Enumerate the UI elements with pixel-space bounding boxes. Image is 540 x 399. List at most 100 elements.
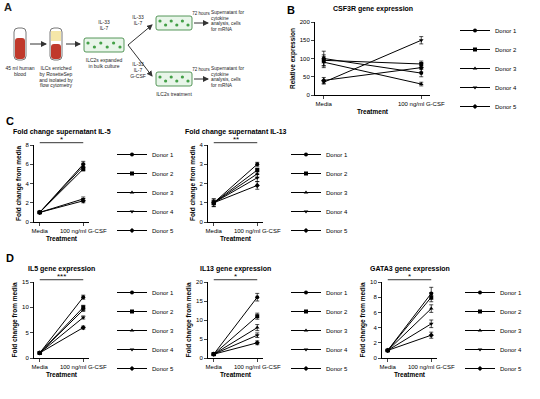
svg-text:Fold change from media: Fold change from media xyxy=(189,146,197,222)
svg-text:Fold change from media: Fold change from media xyxy=(359,282,367,358)
svg-text:4: 4 xyxy=(373,325,377,331)
svg-text:0: 0 xyxy=(199,355,203,361)
svg-text:Donor 1: Donor 1 xyxy=(326,290,348,296)
svg-text:Fold change from media: Fold change from media xyxy=(185,282,193,358)
svg-text:Donor 5: Donor 5 xyxy=(326,366,348,372)
svg-text:100 ng/ml G-CSF: 100 ng/ml G-CSF xyxy=(60,364,107,370)
svg-text:8: 8 xyxy=(373,294,377,300)
svg-text:A: A xyxy=(4,1,12,13)
svg-text:0: 0 xyxy=(306,92,310,98)
svg-text:ILC2s expandedin bulk culture: ILC2s expandedin bulk culture xyxy=(86,57,123,69)
svg-text:8: 8 xyxy=(25,142,29,148)
svg-text:50: 50 xyxy=(303,74,310,80)
svg-text:Donor 3: Donor 3 xyxy=(152,328,174,334)
svg-text:Media: Media xyxy=(380,364,397,370)
svg-text:Supernatant forcytokineanalysi: Supernatant forcytokineanalysis, cellsfo… xyxy=(211,66,244,88)
svg-text:B: B xyxy=(287,4,295,16)
svg-text:10: 10 xyxy=(370,279,377,285)
svg-text:Media: Media xyxy=(32,364,49,370)
svg-text:Treatment: Treatment xyxy=(220,371,252,378)
svg-text:Donor 5: Donor 5 xyxy=(152,228,174,234)
svg-text:Donor 3: Donor 3 xyxy=(152,190,174,196)
svg-text:Media: Media xyxy=(316,101,333,107)
svg-text:100 ng/ml G-CSF: 100 ng/ml G-CSF xyxy=(234,228,281,234)
svg-text:Donor 5: Donor 5 xyxy=(326,228,348,234)
svg-text:*: * xyxy=(60,135,63,144)
svg-text:72 hours: 72 hours xyxy=(192,11,210,16)
svg-text:72 hours: 72 hours xyxy=(192,67,210,72)
svg-text:Fold change supernatant IL-5: Fold change supernatant IL-5 xyxy=(13,128,111,136)
svg-text:5: 5 xyxy=(25,330,29,336)
svg-text:100 ng/ml G-CSF: 100 ng/ml G-CSF xyxy=(398,101,445,107)
svg-text:IL-33IL-7G-CSF: IL-33IL-7G-CSF xyxy=(130,61,146,79)
svg-text:Treatment: Treatment xyxy=(46,235,78,242)
svg-text:Donor 1: Donor 1 xyxy=(326,152,348,158)
svg-text:*: * xyxy=(408,272,411,281)
svg-text:200: 200 xyxy=(300,19,311,25)
svg-text:GATA3 gene expression: GATA3 gene expression xyxy=(370,265,450,273)
svg-text:0: 0 xyxy=(25,219,29,225)
svg-text:Relative expression: Relative expression xyxy=(289,28,297,89)
svg-text:4: 4 xyxy=(199,142,203,148)
svg-text:Donor 2: Donor 2 xyxy=(152,171,174,177)
svg-text:1: 1 xyxy=(199,200,203,206)
svg-text:Media: Media xyxy=(32,228,49,234)
svg-text:**: ** xyxy=(233,135,239,144)
svg-text:Donor 1: Donor 1 xyxy=(152,152,174,158)
svg-text:2: 2 xyxy=(199,181,203,187)
svg-text:ILCs enrichedby RosetteSepand: ILCs enrichedby RosetteSepand isolated b… xyxy=(39,65,73,88)
svg-text:Donor 2: Donor 2 xyxy=(152,309,174,315)
svg-text:Donor 4: Donor 4 xyxy=(152,209,174,215)
svg-text:C: C xyxy=(6,115,14,127)
svg-text:ILC2s treatment: ILC2s treatment xyxy=(156,91,192,97)
svg-text:100 ng/ml G-CSF: 100 ng/ml G-CSF xyxy=(408,364,455,370)
svg-text:5: 5 xyxy=(199,336,203,342)
svg-text:100 ng/ml G-CSF: 100 ng/ml G-CSF xyxy=(60,228,107,234)
svg-text:10: 10 xyxy=(22,304,29,310)
svg-text:Donor 3: Donor 3 xyxy=(495,66,517,72)
svg-text:Donor 3: Donor 3 xyxy=(326,328,348,334)
svg-text:IL-33IL-7: IL-33IL-7 xyxy=(98,19,110,31)
svg-text:Treatment: Treatment xyxy=(357,108,389,115)
svg-text:Donor 2: Donor 2 xyxy=(500,309,522,315)
svg-text:6: 6 xyxy=(25,161,29,167)
svg-text:*: * xyxy=(234,272,237,281)
svg-text:6: 6 xyxy=(373,310,377,316)
svg-text:100: 100 xyxy=(300,56,311,62)
svg-text:Donor 4: Donor 4 xyxy=(500,347,522,353)
svg-text:Treatment: Treatment xyxy=(46,371,78,378)
svg-text:15: 15 xyxy=(22,279,29,285)
svg-text:Donor 4: Donor 4 xyxy=(152,347,174,353)
svg-text:100 ng/ml G-CSF: 100 ng/ml G-CSF xyxy=(234,364,281,370)
svg-text:D: D xyxy=(6,252,14,264)
svg-text:2: 2 xyxy=(373,340,377,346)
svg-text:150: 150 xyxy=(300,37,311,43)
svg-text:Treatment: Treatment xyxy=(220,235,252,242)
svg-text:0: 0 xyxy=(199,219,203,225)
svg-text:Donor 1: Donor 1 xyxy=(495,28,517,34)
svg-text:Fold change from media: Fold change from media xyxy=(11,282,19,358)
svg-text:20: 20 xyxy=(196,279,203,285)
svg-text:Donor 5: Donor 5 xyxy=(495,104,517,110)
svg-text:Supernatant forcytokineanalysi: Supernatant forcytokineanalysis, cellsfo… xyxy=(211,10,244,32)
svg-text:4: 4 xyxy=(25,181,29,187)
svg-text:IL5 gene expression: IL5 gene expression xyxy=(28,265,95,273)
svg-text:0: 0 xyxy=(373,355,377,361)
svg-text:Media: Media xyxy=(206,228,223,234)
svg-text:Donor 2: Donor 2 xyxy=(495,47,517,53)
svg-text:Fold change from media: Fold change from media xyxy=(15,146,23,222)
svg-text:Fold change supernatant IL-13: Fold change supernatant IL-13 xyxy=(185,128,287,136)
svg-text:3: 3 xyxy=(199,161,203,167)
svg-text:10: 10 xyxy=(196,317,203,323)
svg-text:Donor 4: Donor 4 xyxy=(326,347,348,353)
svg-text:15: 15 xyxy=(196,298,203,304)
svg-text:Media: Media xyxy=(206,364,223,370)
svg-text:Donor 5: Donor 5 xyxy=(500,366,522,372)
svg-text:Donor 1: Donor 1 xyxy=(152,290,174,296)
svg-text:Treatment: Treatment xyxy=(394,371,426,378)
svg-text:Donor 3: Donor 3 xyxy=(500,328,522,334)
svg-text:Donor 4: Donor 4 xyxy=(326,209,348,215)
svg-text:Donor 2: Donor 2 xyxy=(326,309,348,315)
svg-text:Donor 3: Donor 3 xyxy=(326,190,348,196)
svg-text:Donor 1: Donor 1 xyxy=(500,290,522,296)
